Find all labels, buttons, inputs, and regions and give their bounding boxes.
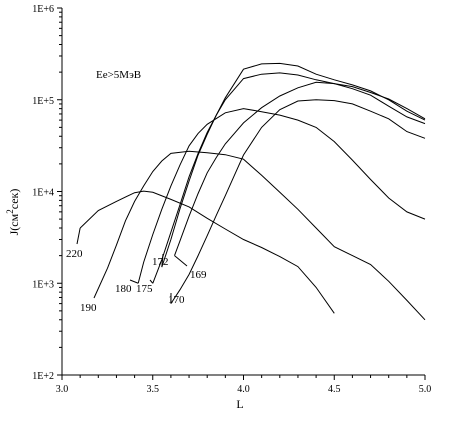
- x-tick-label: 5.0: [419, 384, 432, 395]
- y-axis-label: J(см2сек): [5, 189, 21, 236]
- x-tick-label: 4.0: [237, 384, 250, 395]
- curve-169: [174, 81, 426, 256]
- y-axis-label-tail: сек): [7, 189, 21, 210]
- y-tick-label: 1E+3: [32, 279, 54, 290]
- curve-leader-180: [129, 279, 139, 284]
- curve-leader-190: [93, 268, 108, 299]
- curve-label-190: 190: [80, 302, 97, 314]
- curve-label-175: 175: [136, 283, 153, 295]
- x-tick-label: 3.5: [147, 384, 160, 395]
- curve-190: [106, 150, 426, 321]
- x-axis-label: L: [236, 397, 243, 411]
- curve-172: [161, 62, 426, 268]
- curve-label-180: 180: [115, 283, 132, 295]
- curve-label-169: 169: [190, 269, 207, 281]
- curve-leader-220: [76, 227, 81, 245]
- curve-leader-169: [174, 255, 188, 267]
- curve-label-220: 220: [66, 248, 83, 260]
- curve-180: [137, 108, 426, 284]
- curves: [79, 62, 426, 321]
- y-tick-label: 1E+4: [32, 188, 54, 199]
- x-tick-label: 3.0: [56, 384, 69, 395]
- y-axis-label-main: J(см: [7, 213, 21, 235]
- x-ticks: 3.0 3.5 4.0 4.5 5.0: [56, 375, 432, 395]
- curve-labels: 220 190 180 175 172 169 170: [66, 227, 207, 314]
- y-tick-label: 1E+2: [32, 371, 54, 382]
- curve-leader-175: [149, 279, 154, 284]
- y-tick-label: 1E+6: [32, 4, 54, 15]
- energy-annotation: Ee>5MэВ: [96, 69, 141, 81]
- curve-label-170: 170: [168, 294, 185, 306]
- curve-175: [152, 72, 426, 284]
- x-tick-label: 4.5: [328, 384, 341, 395]
- y-ticks: 1E+2 1E+3 1E+4 1E+5 1E+6: [32, 4, 62, 382]
- curve-220: [79, 190, 335, 314]
- curve-label-172: 172: [152, 256, 169, 268]
- y-axis-label-superscript: 2: [5, 209, 15, 214]
- curve-leader-172: [161, 253, 164, 268]
- curve-170: [170, 99, 426, 304]
- y-tick-label: 1E+5: [32, 96, 54, 107]
